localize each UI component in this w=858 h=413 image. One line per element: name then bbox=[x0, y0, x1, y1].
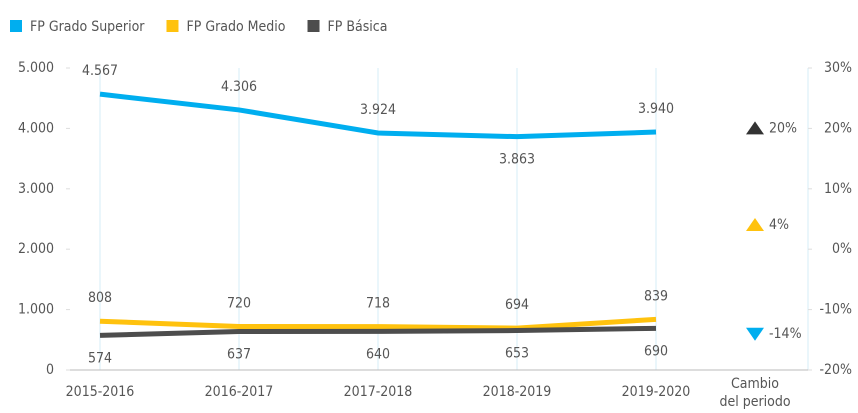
change-marker bbox=[746, 218, 764, 232]
change-label: 4% bbox=[769, 217, 789, 233]
data-label: 694 bbox=[505, 297, 529, 313]
x-tick-label: 2016-2017 bbox=[205, 384, 274, 400]
change-marker bbox=[746, 121, 764, 135]
x-tick-label: 2015-2016 bbox=[66, 384, 135, 400]
legend-swatch bbox=[10, 20, 22, 32]
data-label: 637 bbox=[227, 347, 251, 363]
change-marker bbox=[746, 327, 764, 341]
data-label: 4.306 bbox=[221, 79, 257, 95]
x-tick-label: Cambio bbox=[731, 376, 779, 392]
y-tick-label: 4.000 bbox=[18, 120, 54, 136]
y2-tick-label: -10% bbox=[819, 302, 852, 318]
y2-tick-label: 30% bbox=[824, 60, 852, 76]
data-label: 653 bbox=[505, 346, 529, 362]
data-label: 718 bbox=[366, 296, 390, 312]
legend-label: FP Grado Superior bbox=[30, 19, 145, 35]
legend-label: FP Grado Medio bbox=[186, 19, 285, 35]
y2-tick-label: 10% bbox=[824, 181, 852, 197]
y-tick-label: 5.000 bbox=[18, 60, 54, 76]
y2-tick-label: -20% bbox=[819, 362, 852, 378]
data-label: 3.863 bbox=[499, 152, 535, 168]
x-tick-label: del periodo bbox=[719, 394, 790, 410]
y2-tick-label: 0% bbox=[832, 241, 852, 257]
data-label: 839 bbox=[644, 288, 668, 304]
y2-tick-label: 20% bbox=[824, 120, 852, 136]
data-label: 4.567 bbox=[82, 63, 118, 79]
y-tick-label: 1.000 bbox=[18, 302, 54, 318]
line bbox=[99, 325, 657, 338]
change-label: -14% bbox=[769, 326, 802, 342]
data-label: 640 bbox=[366, 346, 390, 362]
data-label: 3.940 bbox=[638, 101, 674, 117]
line bbox=[99, 316, 657, 331]
data-label: 690 bbox=[644, 343, 668, 359]
data-label: 720 bbox=[227, 296, 251, 312]
change-label: 20% bbox=[769, 120, 797, 136]
data-label: 574 bbox=[88, 350, 112, 366]
y-tick-label: 0 bbox=[46, 362, 54, 378]
data-label: 808 bbox=[88, 290, 112, 306]
legend-swatch bbox=[307, 20, 320, 32]
y-tick-label: 2.000 bbox=[18, 241, 54, 257]
y-tick-label: 3.000 bbox=[18, 181, 54, 197]
legend-swatch bbox=[166, 20, 179, 32]
x-tick-label: 2017-2018 bbox=[344, 384, 413, 400]
data-label: 3.924 bbox=[360, 102, 396, 118]
x-tick-label: 2019-2020 bbox=[622, 384, 691, 400]
legend-label: FP Básica bbox=[328, 19, 388, 35]
line bbox=[99, 91, 657, 140]
x-tick-label: 2018-2019 bbox=[483, 384, 552, 400]
